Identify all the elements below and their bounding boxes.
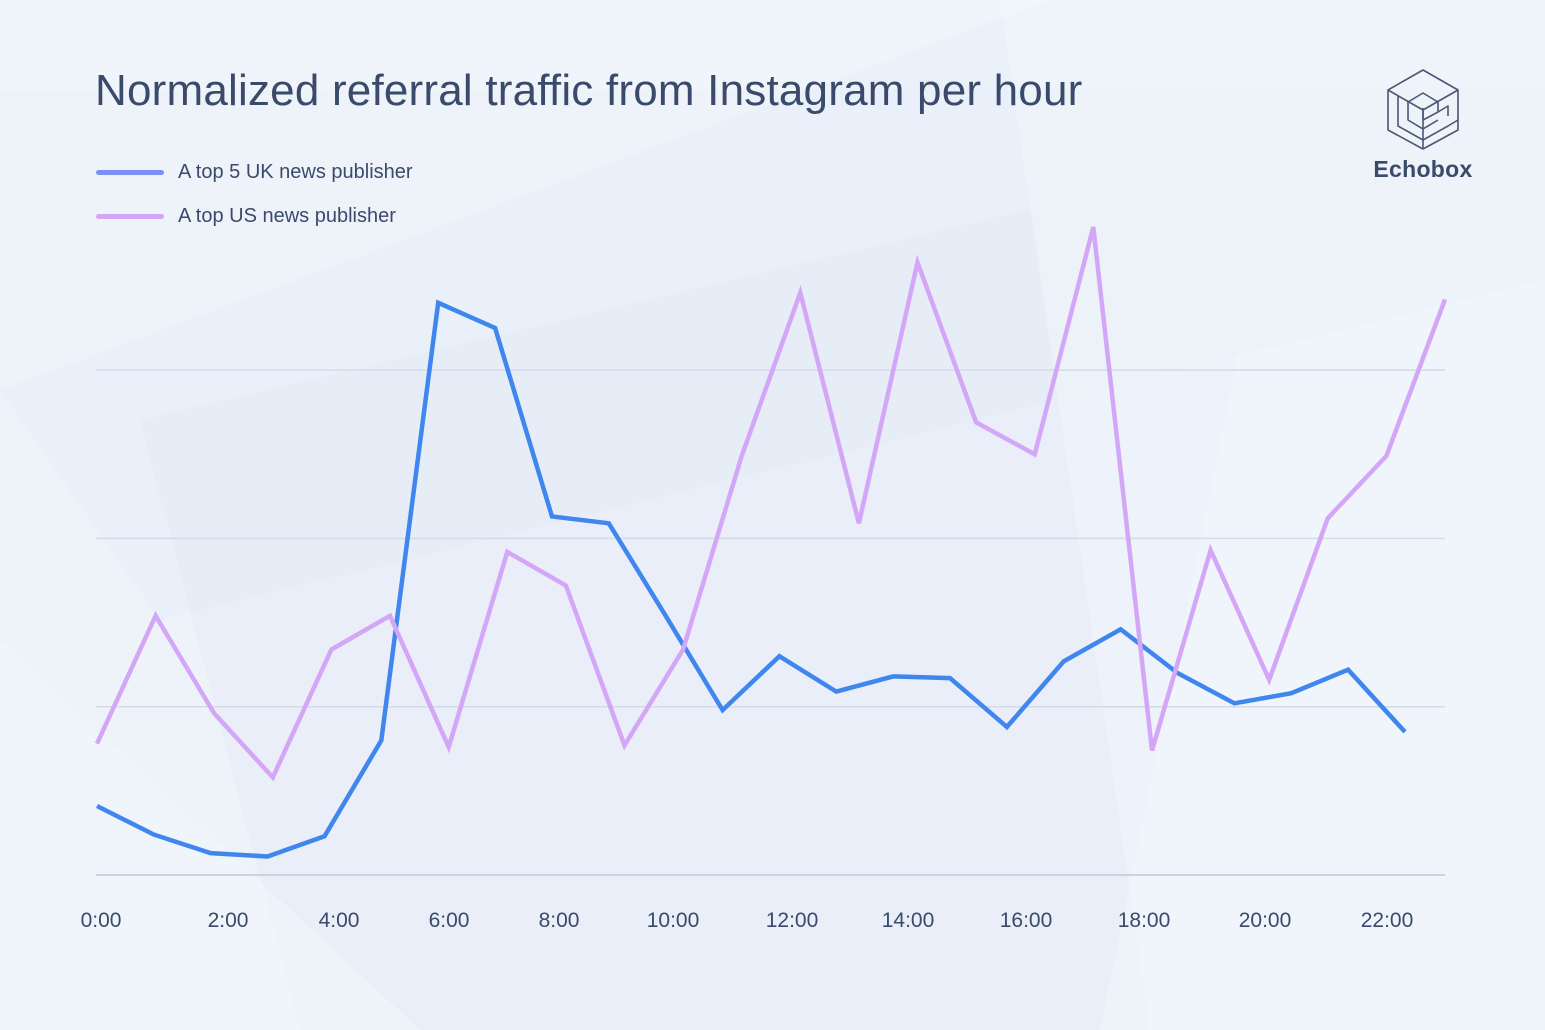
series-line-us xyxy=(94,226,1448,782)
x-tick-label: 10:00 xyxy=(647,909,700,932)
legend-label-uk: A top 5 UK news publisher xyxy=(178,160,413,183)
legend-swatch-uk xyxy=(96,169,164,175)
x-axis-ticks: 0:00 2:00 4:00 6:00 8:00 10:00 12:00 14:00 16:00… xyxy=(81,909,1414,932)
legend-label-us: A top US news publisher xyxy=(178,204,396,227)
series-lines xyxy=(94,226,1448,859)
x-tick-label: 2:00 xyxy=(208,909,249,932)
x-tick-label: 20:00 xyxy=(1239,909,1292,932)
x-tick-label: 6:00 xyxy=(429,909,470,932)
series-line-uk xyxy=(95,299,1407,859)
gridlines xyxy=(96,369,1445,876)
legend-swatch-us xyxy=(96,213,164,219)
legend-item-us: A top US news publisher xyxy=(96,194,413,238)
echobox-cube-logo-icon xyxy=(1387,69,1459,150)
brand-name: Echobox xyxy=(1373,156,1473,182)
x-tick-label: 12:00 xyxy=(766,909,819,932)
chart-title: Normalized referral traffic from Instagr… xyxy=(95,66,1083,115)
legend: A top 5 UK news publisher A top US news … xyxy=(96,150,413,238)
x-tick-label: 22:00 xyxy=(1361,909,1414,932)
x-tick-label: 8:00 xyxy=(539,909,580,932)
x-tick-label: 14:00 xyxy=(882,909,935,932)
x-tick-label: 0:00 xyxy=(81,909,122,932)
x-tick-label: 4:00 xyxy=(319,909,360,932)
brand-logo: Echobox xyxy=(1368,68,1478,183)
x-tick-label: 18:00 xyxy=(1118,909,1171,932)
x-tick-label: 16:00 xyxy=(1000,909,1053,932)
legend-item-uk: A top 5 UK news publisher xyxy=(96,150,413,194)
